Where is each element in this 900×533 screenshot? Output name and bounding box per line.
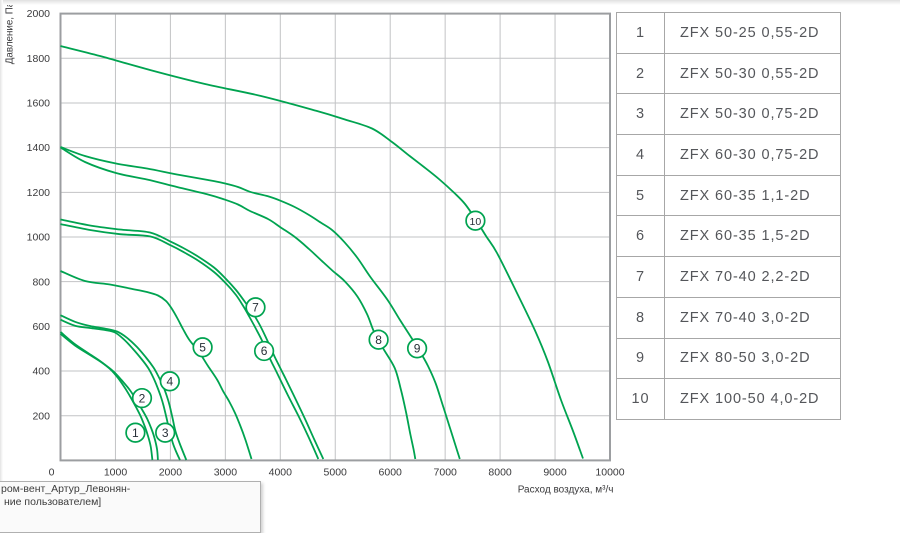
svg-text:10: 10 [470,216,482,228]
svg-text:9: 9 [414,342,421,356]
svg-text:1800: 1800 [27,53,51,65]
svg-text:1200: 1200 [27,187,51,199]
svg-text:800: 800 [32,276,50,288]
svg-text:1000: 1000 [27,232,51,244]
svg-text:5000: 5000 [324,467,348,479]
svg-text:600: 600 [32,321,50,333]
svg-text:7: 7 [252,301,259,315]
svg-text:4: 4 [166,375,173,389]
svg-text:2: 2 [139,391,146,405]
svg-text:6: 6 [261,344,268,358]
svg-text:Давление, Па: Давление, Па [5,1,16,64]
svg-text:5: 5 [199,341,206,355]
svg-text:10000: 10000 [595,467,624,479]
svg-text:1400: 1400 [27,142,51,154]
svg-text:8: 8 [375,333,382,347]
svg-text:6000: 6000 [379,467,403,479]
svg-text:Расход воздуха, м³/ч: Расход воздуха, м³/ч [518,485,614,496]
svg-text:1600: 1600 [27,98,51,110]
svg-text:9000: 9000 [543,467,567,479]
svg-text:2000: 2000 [159,467,183,479]
svg-text:3: 3 [162,426,169,440]
svg-text:1: 1 [132,426,139,440]
svg-text:1000: 1000 [104,467,128,479]
svg-text:200: 200 [32,410,50,422]
svg-text:8000: 8000 [488,467,512,479]
svg-text:2000: 2000 [27,8,51,20]
svg-text:400: 400 [32,366,50,378]
svg-text:4000: 4000 [269,467,293,479]
svg-text:0: 0 [49,467,55,479]
svg-text:7000: 7000 [434,467,458,479]
svg-text:3000: 3000 [214,467,238,479]
